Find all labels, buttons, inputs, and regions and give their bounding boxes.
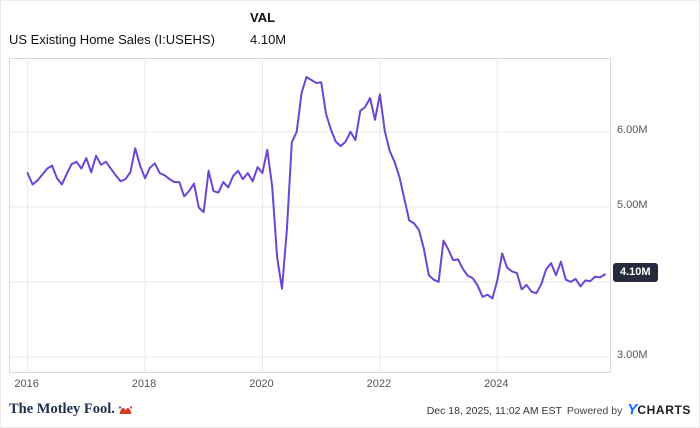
ycharts-y-mark: Y	[627, 401, 638, 418]
x-axis-tick-label: 2022	[366, 378, 392, 390]
plot-area	[9, 58, 611, 373]
x-axis-tick-label: 2020	[249, 378, 274, 390]
y-axis-tick-label: 6.00M	[617, 123, 648, 136]
current-value-badge: 4.10M	[613, 263, 658, 283]
y-axis-tick-label: 3.00M	[617, 348, 648, 361]
ycharts-wordmark: CHARTS	[637, 403, 691, 417]
val-current-value: 4.10M	[250, 32, 287, 47]
val-column-header: VAL	[250, 10, 276, 25]
timestamp: Dec 18, 2025, 11:02 AM EST	[426, 405, 562, 417]
x-axis-tick-label: 2024	[484, 378, 509, 390]
ycharts-logo[interactable]: Y CHARTS	[627, 401, 691, 418]
x-axis-tick-label: 2018	[131, 378, 157, 390]
footer-stamp: Dec 18, 2025, 11:02 AM EST Powered by Y …	[426, 401, 691, 418]
motley-fool-logo[interactable]: The Motley Fool.	[9, 401, 132, 418]
jester-hat-icon	[118, 404, 132, 415]
motley-fool-logo-text: The Motley Fool.	[9, 401, 115, 417]
x-axis-tick-label: 2016	[14, 378, 39, 390]
powered-by-label: Powered by	[566, 405, 623, 417]
chart-title: US Existing Home Sales (I:USEHS)	[9, 32, 215, 47]
y-axis-tick-label: 5.00M	[617, 198, 648, 211]
line-chart-svg	[10, 59, 610, 372]
